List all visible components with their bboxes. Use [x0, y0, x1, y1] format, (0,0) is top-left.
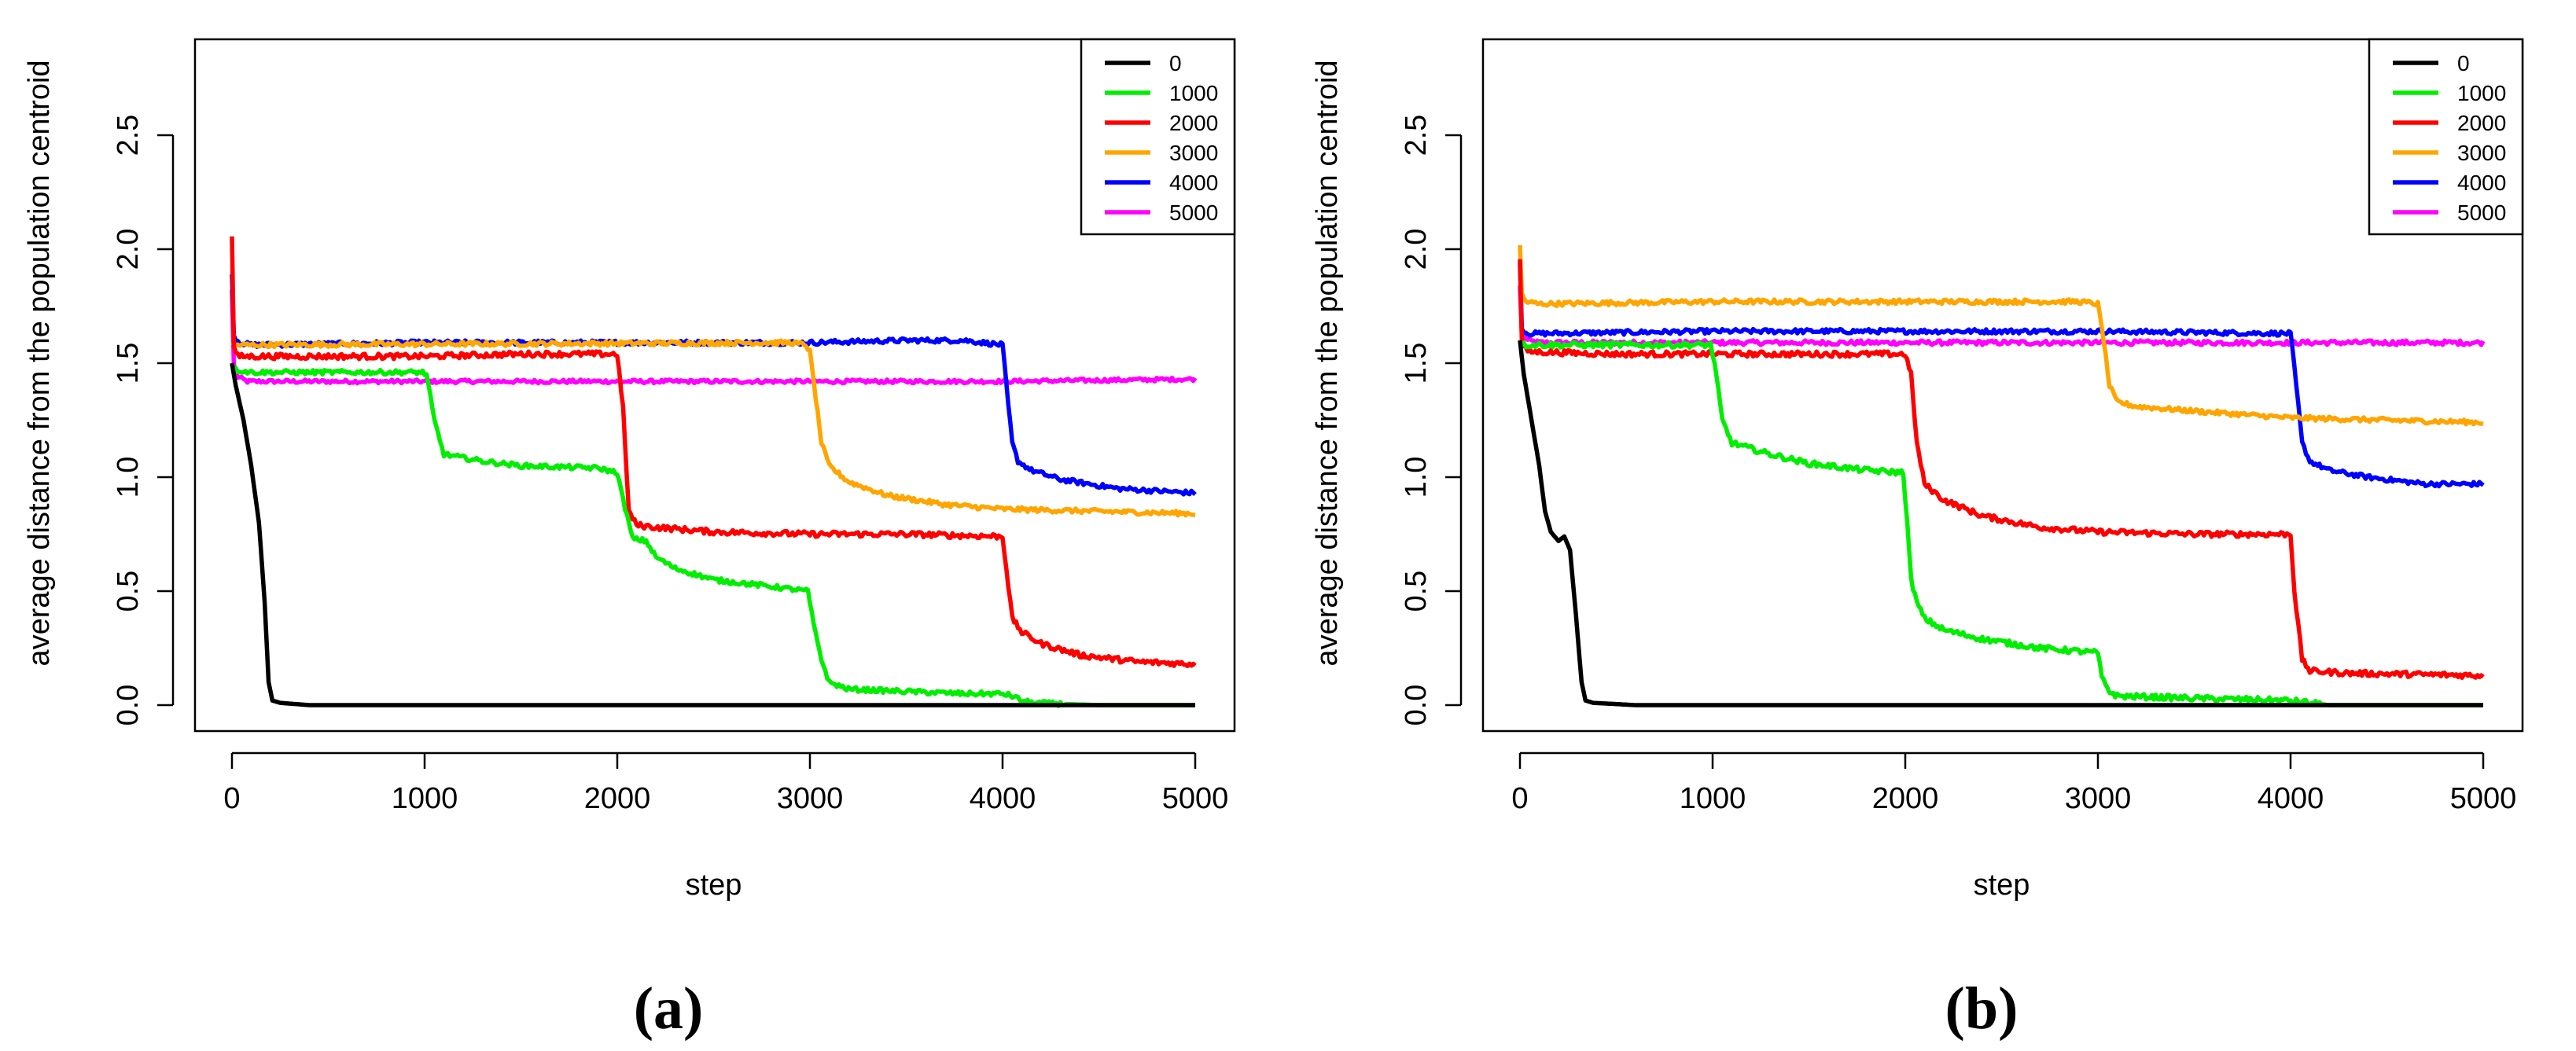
- chart-b-y-axis-label: average distance from the population cen…: [1311, 60, 1344, 666]
- chart-a-x-tick-label: 2000: [584, 782, 651, 815]
- chart-a-series-2000: [230, 236, 1197, 669]
- chart-a-series-0: [230, 362, 1196, 707]
- chart-a-y-tick-label: 0.5: [112, 571, 145, 612]
- chart-panel-a: 0 1000 2000 3000 4000 5000 0.0 0.5 1.0 1.5 2.0 2.5 s…: [23, 38, 1236, 902]
- chart-a-y-tick-label: 1.0: [112, 457, 145, 498]
- chart-b-x-tick-label: 3000: [2065, 782, 2132, 815]
- panel-label-b: (b): [1945, 976, 2018, 1042]
- chart-b-legend-label: 4000: [2457, 171, 2506, 195]
- chart-a-legend: [1080, 38, 1236, 236]
- chart-a-x-tick-label: 4000: [970, 782, 1036, 815]
- chart-b-plot-frame: [1481, 38, 2524, 733]
- chart-a-legend-label: 4000: [1169, 171, 1218, 195]
- chart-b-x-tick-label: 4000: [2258, 782, 2324, 815]
- chart-a-legend-label: 1000: [1169, 81, 1218, 105]
- chart-a-y-tick-label: 1.5: [112, 343, 145, 384]
- chart-a-y-axis-label: average distance from the population cen…: [23, 60, 56, 666]
- chart-b-y-tick-label: 0.0: [1400, 685, 1433, 726]
- chart-panel-b: 0 1000 2000 3000 4000 5000 0.0 0.5 1.0 1.5 2.0 2.5 s…: [1311, 38, 2524, 902]
- chart-b-legend-label: 3000: [2457, 141, 2506, 165]
- chart-b-x-tick-label: 5000: [2450, 782, 2517, 815]
- chart-a-legend-label: 0: [1169, 51, 1182, 75]
- panel-label-a: (a): [633, 976, 704, 1042]
- chart-b-legend-label: 2000: [2457, 111, 2506, 135]
- chart-a-legend-label: 3000: [1169, 141, 1218, 165]
- chart-b-y-tick-label: 2.0: [1400, 229, 1433, 270]
- chart-b-x-tick-label: 0: [1511, 782, 1528, 815]
- chart-b-series-5000: [1518, 285, 2486, 347]
- chart-a-x-tick-label: 5000: [1162, 782, 1229, 815]
- chart-b-x-tick-label: 1000: [1680, 782, 1746, 815]
- chart-b-y-tick-label: 1.0: [1400, 457, 1433, 498]
- chart-a-plot-frame: [193, 38, 1236, 733]
- chart-b-legend-label: 0: [2457, 51, 2470, 75]
- chart-b-series-2000: [1518, 259, 2485, 680]
- chart-b-series-4000: [1518, 263, 2485, 489]
- chart-b-legend: [2368, 38, 2524, 236]
- chart-b-y-tick-label: 1.5: [1400, 343, 1433, 384]
- chart-a-x-tick-label: 0: [223, 782, 240, 815]
- chart-b-x-tick-label: 2000: [1872, 782, 1939, 815]
- chart-a-legend-label: 5000: [1169, 200, 1218, 225]
- chart-b-legend-label: 1000: [2457, 81, 2506, 105]
- chart-a-y-tick-label: 0.0: [112, 685, 145, 726]
- chart-a-series-5000: [230, 289, 1198, 386]
- chart-a-x-tick-label: 3000: [777, 782, 844, 815]
- chart-a-x-tick-label: 1000: [392, 782, 458, 815]
- chart-b-y-tick-label: 2.5: [1400, 115, 1433, 156]
- chart-a-y-tick-label: 2.0: [112, 229, 145, 270]
- chart-a-y-tick-label: 2.5: [112, 115, 145, 156]
- chart-b-legend-label: 5000: [2457, 200, 2506, 225]
- chart-a-series-3000: [230, 338, 1196, 518]
- chart-b-series-0: [1518, 340, 2484, 707]
- chart-b-series-3000: [1518, 244, 2484, 427]
- chart-b-y-tick-label: 0.5: [1400, 571, 1433, 612]
- chart-a-x-axis-label: step: [686, 869, 742, 902]
- chart-a-legend-label: 2000: [1169, 111, 1218, 135]
- chart-b-x-axis-label: step: [1974, 869, 2030, 902]
